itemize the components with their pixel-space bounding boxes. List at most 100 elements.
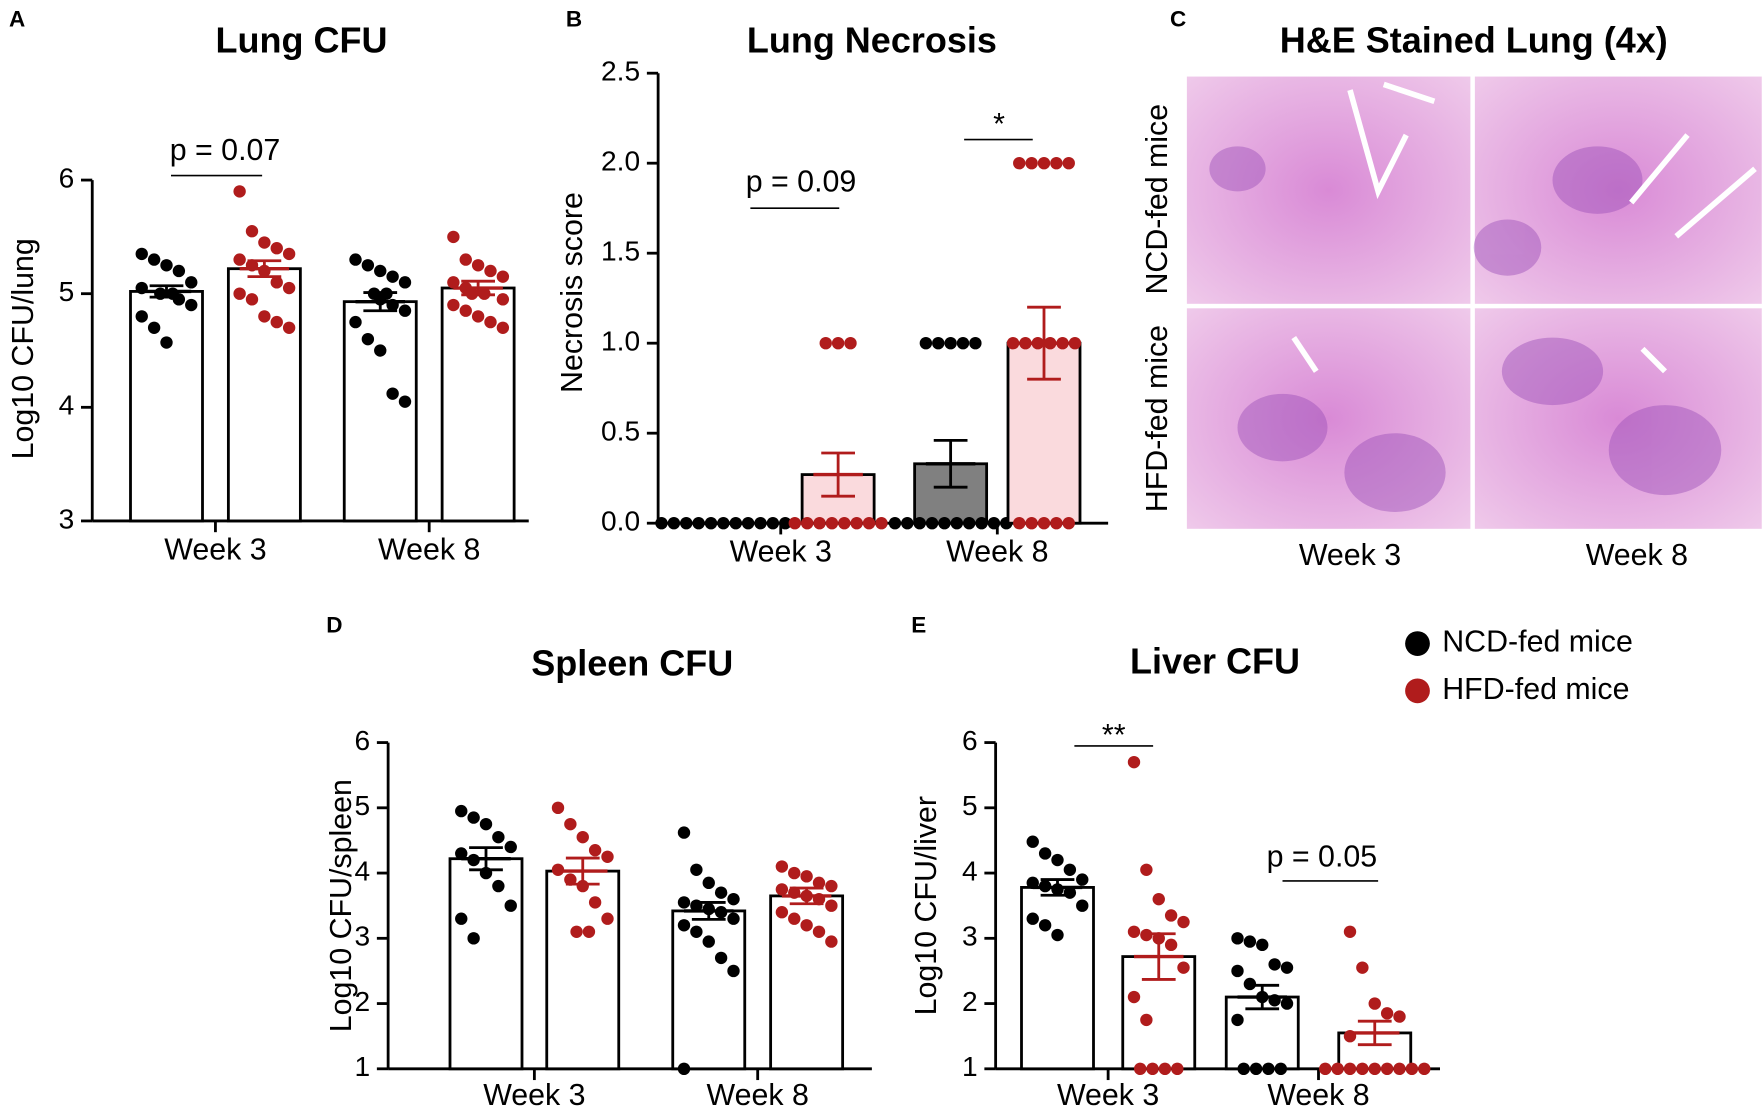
data-point (702, 876, 715, 890)
data-point (447, 298, 460, 312)
data-point (147, 321, 161, 334)
y-tick-label: 0.5 (601, 416, 640, 447)
data-point (875, 517, 888, 530)
data-point (1343, 1062, 1357, 1075)
data-point (282, 281, 296, 295)
data-point (667, 517, 681, 530)
x-tick-label: Week 3 (730, 536, 832, 569)
data-point (677, 919, 691, 932)
data-point (447, 230, 460, 244)
data-point (349, 253, 362, 266)
histology-image (1474, 76, 1762, 304)
data-point (160, 259, 173, 272)
y-axis-label: Log10 CFU/spleen (325, 779, 358, 1032)
data-point (172, 264, 186, 278)
bar (129, 290, 204, 523)
data-point (570, 925, 583, 938)
data-point (282, 247, 296, 261)
y-tick-label: 5 (962, 790, 978, 821)
y-tick-label: 5 (59, 276, 75, 307)
data-point (1356, 961, 1369, 974)
bar-chart: E Liver CFU Log10 CFU/liver 1 2 3 4 5 6 Week 3 Wee… (910, 613, 1440, 1112)
bar-chart: B Lung Necrosis Necrosis score 0.0 0.5 1.0 1.5… (556, 6, 1109, 569)
data-point (484, 264, 497, 278)
data-point (825, 935, 838, 948)
data-point (754, 517, 767, 530)
data-point (185, 276, 198, 289)
data-point (862, 517, 876, 530)
data-point (1037, 157, 1051, 170)
data-point (1076, 873, 1089, 886)
data-point (913, 517, 926, 530)
data-point (819, 337, 832, 350)
bar (342, 300, 418, 523)
data-point (801, 517, 814, 530)
data-point (467, 932, 480, 945)
data-point (459, 253, 472, 266)
data-point (576, 830, 589, 844)
y-tick-label: 2.5 (601, 56, 640, 87)
data-point (1418, 1062, 1431, 1075)
data-point (1037, 517, 1051, 530)
data-point (1231, 932, 1244, 945)
y-tick-label: 6 (354, 725, 370, 756)
data-point (601, 912, 614, 925)
data-point (844, 337, 857, 350)
data-point (1050, 517, 1063, 530)
data-point (361, 259, 375, 272)
data-point (1393, 1010, 1406, 1023)
data-point (901, 517, 914, 530)
data-point (690, 925, 703, 938)
data-point (702, 935, 715, 948)
bar (545, 869, 621, 1071)
y-tick-label: 2 (354, 986, 370, 1017)
data-point (582, 925, 596, 938)
data-point (386, 270, 399, 283)
data-point (1249, 1062, 1263, 1075)
data-point (987, 517, 1001, 530)
data-point (1013, 157, 1026, 170)
data-point (800, 870, 813, 883)
data-point (471, 259, 485, 272)
legend-label: NCD-fed mice (1442, 626, 1633, 659)
data-point (459, 304, 472, 317)
data-point (1140, 863, 1153, 876)
y-tick-label: 6 (962, 725, 978, 756)
data-point (1393, 1062, 1406, 1075)
annotation: p = 0.05 (1267, 840, 1378, 873)
y-tick-label: 6 (59, 162, 75, 193)
data-point (492, 830, 505, 844)
data-point (969, 337, 982, 350)
data-point (1051, 928, 1064, 942)
data-point (270, 276, 283, 289)
data-point (1063, 863, 1077, 876)
data-point (788, 517, 801, 530)
legend: NCD-fed mice HFD-fed mice (1405, 626, 1633, 706)
data-point (258, 310, 271, 323)
data-point (1127, 990, 1141, 1004)
data-point (564, 873, 577, 886)
data-point (479, 817, 493, 831)
data-point (727, 964, 740, 978)
data-point (374, 264, 387, 278)
data-point (374, 344, 387, 357)
data-point (270, 242, 283, 255)
data-point (788, 866, 801, 880)
y-tick-label: 3 (354, 921, 370, 952)
data-point (496, 293, 510, 306)
data-point (677, 826, 691, 839)
data-point (677, 896, 691, 909)
data-point (398, 395, 412, 408)
legend-swatch (1405, 678, 1430, 704)
x-tick-label: Week 3 (164, 533, 266, 566)
data-point (950, 517, 963, 530)
data-point (1068, 337, 1082, 350)
data-point (504, 899, 517, 912)
y-tick-label: 3 (59, 503, 75, 534)
y-tick-label: 3 (962, 921, 978, 952)
data-point (714, 951, 728, 965)
data-point (1152, 892, 1165, 906)
chart-title: Lung Necrosis (747, 19, 997, 60)
data-point (888, 517, 902, 530)
